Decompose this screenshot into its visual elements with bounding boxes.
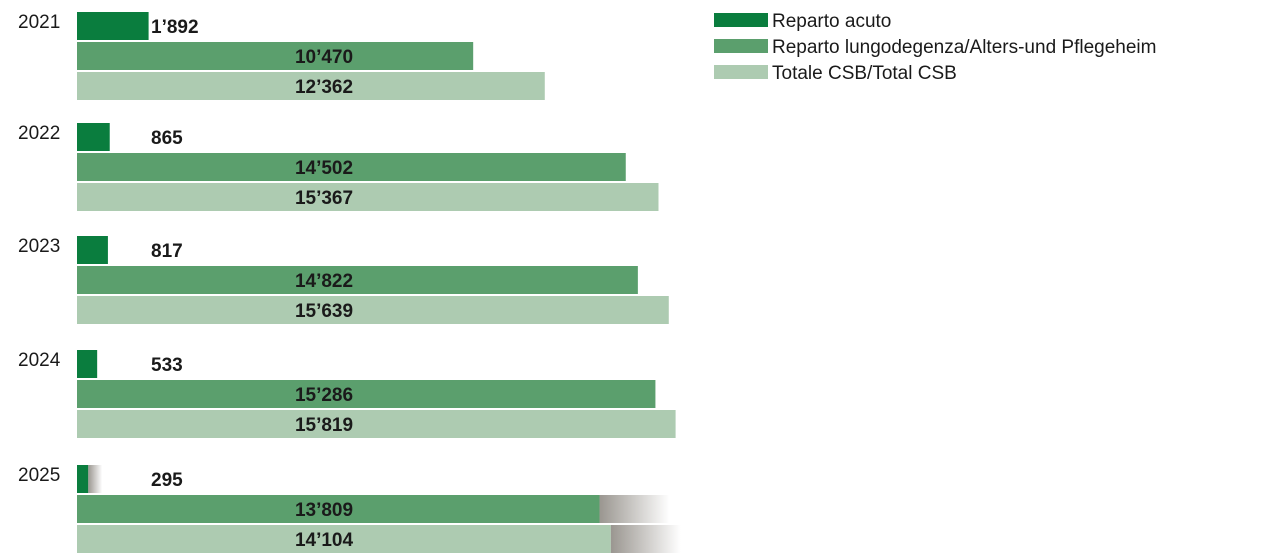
bar-2025-series-1 [77,465,89,493]
bar-2025-series-3 [77,525,611,553]
bar-2021-series-3 [77,72,545,100]
projection-fade [599,495,670,523]
bar-2023-series-3 [77,296,669,324]
data-label: 817 [151,241,183,262]
data-label: 15’286 [295,385,353,406]
year-label: 2022 [18,123,60,144]
legend-swatch [714,39,768,53]
legend-label: Reparto acuto [772,11,891,32]
data-label: 15’819 [295,415,353,436]
data-label: 1’892 [151,17,199,38]
data-label: 865 [151,128,183,149]
data-label: 14’822 [295,271,353,292]
data-label: 10’470 [295,47,353,68]
data-label: 15’639 [295,301,353,322]
bar-2024-series-2 [77,380,656,408]
data-label: 14’104 [295,530,354,551]
bar-2022-series-3 [77,183,659,211]
year-label: 2025 [18,465,60,486]
year-label: 2023 [18,236,60,257]
bar-2024-series-1 [77,350,98,378]
legend-swatch [714,13,768,27]
data-label: 13’809 [295,500,353,521]
year-label: 2021 [18,12,60,33]
legend: Reparto acuto Reparto lungodegenza/Alters… [714,11,1156,84]
bar-2023-series-2 [77,266,638,294]
bar-2024-series-3 [77,410,676,438]
projection-fade [610,525,681,553]
legend-label: Reparto lungodegenza/Alters-und Pflegehe… [772,37,1156,58]
bar-2025-series-2 [77,495,600,523]
legend-swatch [714,65,768,79]
year-label: 2024 [18,350,61,371]
bars-layer: 2021 1’892 10’470 12’362 2022 865 14’502 15’367… [18,12,681,553]
data-label: 12’362 [295,77,353,98]
projection-fade [88,465,103,493]
bar-2021-series-1 [77,12,149,40]
data-label: 14’502 [295,158,353,179]
bar-2022-series-1 [77,123,110,151]
bar-2021-series-2 [77,42,474,70]
data-label: 295 [151,470,183,491]
legend-label: Totale CSB/Total CSB [772,63,957,84]
data-label: 533 [151,355,183,376]
data-label: 15’367 [295,188,353,209]
bar-2022-series-2 [77,153,626,181]
bar-2023-series-1 [77,236,108,264]
